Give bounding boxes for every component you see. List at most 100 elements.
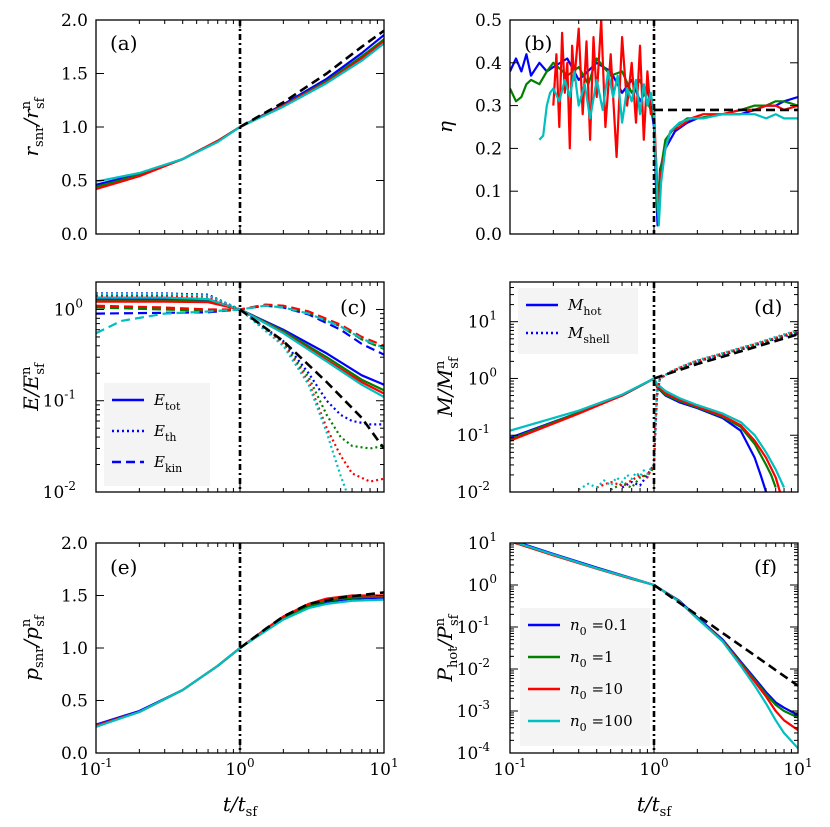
y-axis-label: rsnr/rnsf bbox=[19, 96, 48, 156]
series-n0-100 bbox=[514, 543, 798, 749]
y-tick-label: 2.0 bbox=[61, 534, 88, 554]
y-tick-label: 10-1 bbox=[457, 614, 490, 638]
y-tick-label: 0.2 bbox=[475, 139, 502, 159]
x-tick-label: 101 bbox=[369, 756, 398, 780]
y-tick-label: 0.5 bbox=[61, 172, 88, 192]
y-tick-label: 0.5 bbox=[475, 11, 502, 31]
y-tick-label: 10-2 bbox=[457, 656, 490, 680]
series-group bbox=[96, 292, 384, 492]
y-tick-label: 10-4 bbox=[457, 740, 491, 764]
y-axis: 10-4 10-3 10-2 10-1 100 101 bbox=[457, 530, 798, 764]
x-axis bbox=[509, 20, 799, 234]
series-mshell-n0-0-1 bbox=[621, 331, 798, 489]
legend: Etot Eth Ekin bbox=[104, 383, 210, 486]
panel-letter: (b) bbox=[524, 31, 552, 55]
x-axis: 10-1 100 101 bbox=[493, 543, 813, 780]
x-tick-label: 10-1 bbox=[79, 756, 112, 780]
series-n0-100 bbox=[96, 598, 384, 728]
series-group bbox=[510, 329, 798, 492]
series-mhot-n0-100 bbox=[510, 377, 785, 488]
series-mshell-n0-100 bbox=[578, 329, 798, 491]
y-tick-label: 1.0 bbox=[61, 639, 88, 659]
legend-label: Eth bbox=[153, 422, 176, 444]
x-axis-label: t/tsf bbox=[637, 792, 672, 820]
y-axis-label: psnr/pnsf bbox=[19, 614, 48, 681]
y-tick-label: 10-1 bbox=[457, 422, 490, 446]
series-group bbox=[96, 591, 384, 728]
y-tick-label: 101 bbox=[468, 530, 497, 554]
legend-box bbox=[518, 288, 638, 354]
y-axis-label: E/Ensf bbox=[19, 362, 48, 412]
legend-label: Ekin bbox=[153, 453, 182, 475]
legend-label: n0 =0.1 bbox=[570, 616, 628, 638]
panel-letter: (f) bbox=[754, 555, 777, 579]
y-axis: 0.0 0.5 1.0 1.5 2.0 bbox=[61, 534, 384, 764]
series-fit bbox=[653, 583, 798, 687]
series-n0-100 bbox=[538, 70, 798, 227]
x-axis bbox=[95, 20, 385, 234]
panel-a: 0.0 0.5 1.0 1.5 2.0 rsnr/rnsf (a) bbox=[19, 11, 385, 245]
y-tick-label: 1.5 bbox=[61, 587, 88, 607]
series-mhot-n0-1 bbox=[510, 377, 777, 488]
x-tick-label: 100 bbox=[639, 756, 668, 780]
y-axis: 0.0 0.5 1.0 1.5 2.0 bbox=[61, 11, 384, 245]
panel-e: 10-1 100 101 0.0 0.5 1.0 1.5 2.0 psnr/pnsf (e) t/t… bbox=[19, 534, 399, 820]
y-tick-label: 1.5 bbox=[61, 65, 88, 85]
legend-label: n0 =100 bbox=[570, 712, 633, 734]
x-tick-label: 10-1 bbox=[493, 756, 526, 780]
y-tick-label: 100 bbox=[468, 572, 497, 596]
x-tick-label: 100 bbox=[225, 756, 254, 780]
legend-label: Etot bbox=[153, 391, 181, 413]
plots-layer: 0.00.51.01.52.0rsnr/rnsf(a)0.00.10.20.30… bbox=[19, 11, 813, 820]
legend-label: n0 =10 bbox=[570, 680, 623, 702]
y-tick-label: 0.1 bbox=[475, 182, 502, 202]
y-tick-label: 10-2 bbox=[457, 479, 490, 503]
x-axis: 10-1 100 101 bbox=[79, 543, 399, 780]
series-etot-n0-100 bbox=[96, 296, 384, 398]
y-tick-label: 1.0 bbox=[61, 118, 88, 138]
y-tick-label: 10-2 bbox=[43, 479, 76, 503]
y-tick-label: 0.4 bbox=[475, 54, 502, 74]
panel-letter: (e) bbox=[110, 555, 137, 579]
y-tick-label: 0.0 bbox=[61, 225, 88, 245]
series-fit bbox=[653, 333, 798, 380]
y-tick-label: 100 bbox=[54, 296, 83, 320]
y-tick-label: 101 bbox=[468, 309, 497, 333]
y-axis-label: η bbox=[433, 121, 457, 133]
y-tick-label: 0.3 bbox=[475, 97, 502, 117]
panel-b: 0.0 0.1 0.2 0.3 0.4 0.5 η (b) bbox=[433, 11, 799, 245]
y-tick-label: 0.0 bbox=[61, 744, 88, 764]
y-tick-label: 2.0 bbox=[61, 11, 88, 31]
legend: Mhot Mshell bbox=[518, 288, 638, 354]
panel-c: 10-2 10-1 100 E/Ensf (c) Etot Eth Ekin bbox=[19, 281, 385, 503]
x-axis bbox=[95, 282, 385, 492]
y-axis: 10-2 10-1 100 101 bbox=[457, 281, 798, 503]
series-mshell-n0-10 bbox=[596, 329, 798, 489]
legend: n0 =0.1 n0 =1 n0 =10 n0 =100 bbox=[520, 608, 650, 746]
series-ekin-n0-1 bbox=[96, 303, 384, 350]
panel-letter: (d) bbox=[754, 295, 782, 319]
panel-letter: (c) bbox=[340, 295, 367, 319]
series-group bbox=[510, 20, 798, 227]
panel-letter: (a) bbox=[110, 31, 138, 55]
y-axis: 0.0 0.1 0.2 0.3 0.4 0.5 bbox=[475, 11, 798, 245]
legend-label: Mshell bbox=[567, 324, 610, 346]
legend-label: n0 =1 bbox=[570, 648, 614, 670]
y-tick-label: 0.5 bbox=[61, 692, 88, 712]
series-ekin-n0-100 bbox=[96, 304, 384, 349]
series-eth-n0-0-1 bbox=[96, 292, 384, 426]
y-tick-label: 10-3 bbox=[457, 698, 490, 722]
x-axis bbox=[509, 282, 799, 492]
y-tick-label: 0.0 bbox=[475, 225, 502, 245]
x-axis-label: t/tsf bbox=[223, 792, 258, 820]
series-eth-n0-100 bbox=[96, 292, 348, 492]
series-group bbox=[511, 543, 798, 749]
panel-f: 10-1 100 101 10-4 10-3 10-2 10-1 100 101 Phot/Pns… bbox=[433, 530, 813, 820]
series-ekin-n0-10 bbox=[96, 303, 384, 347]
y-tick-label: 10-1 bbox=[43, 388, 76, 412]
legend-label: Mhot bbox=[567, 296, 602, 318]
series-ekin-n0-0-1 bbox=[96, 304, 384, 356]
series-eth-n0-10 bbox=[96, 294, 384, 483]
